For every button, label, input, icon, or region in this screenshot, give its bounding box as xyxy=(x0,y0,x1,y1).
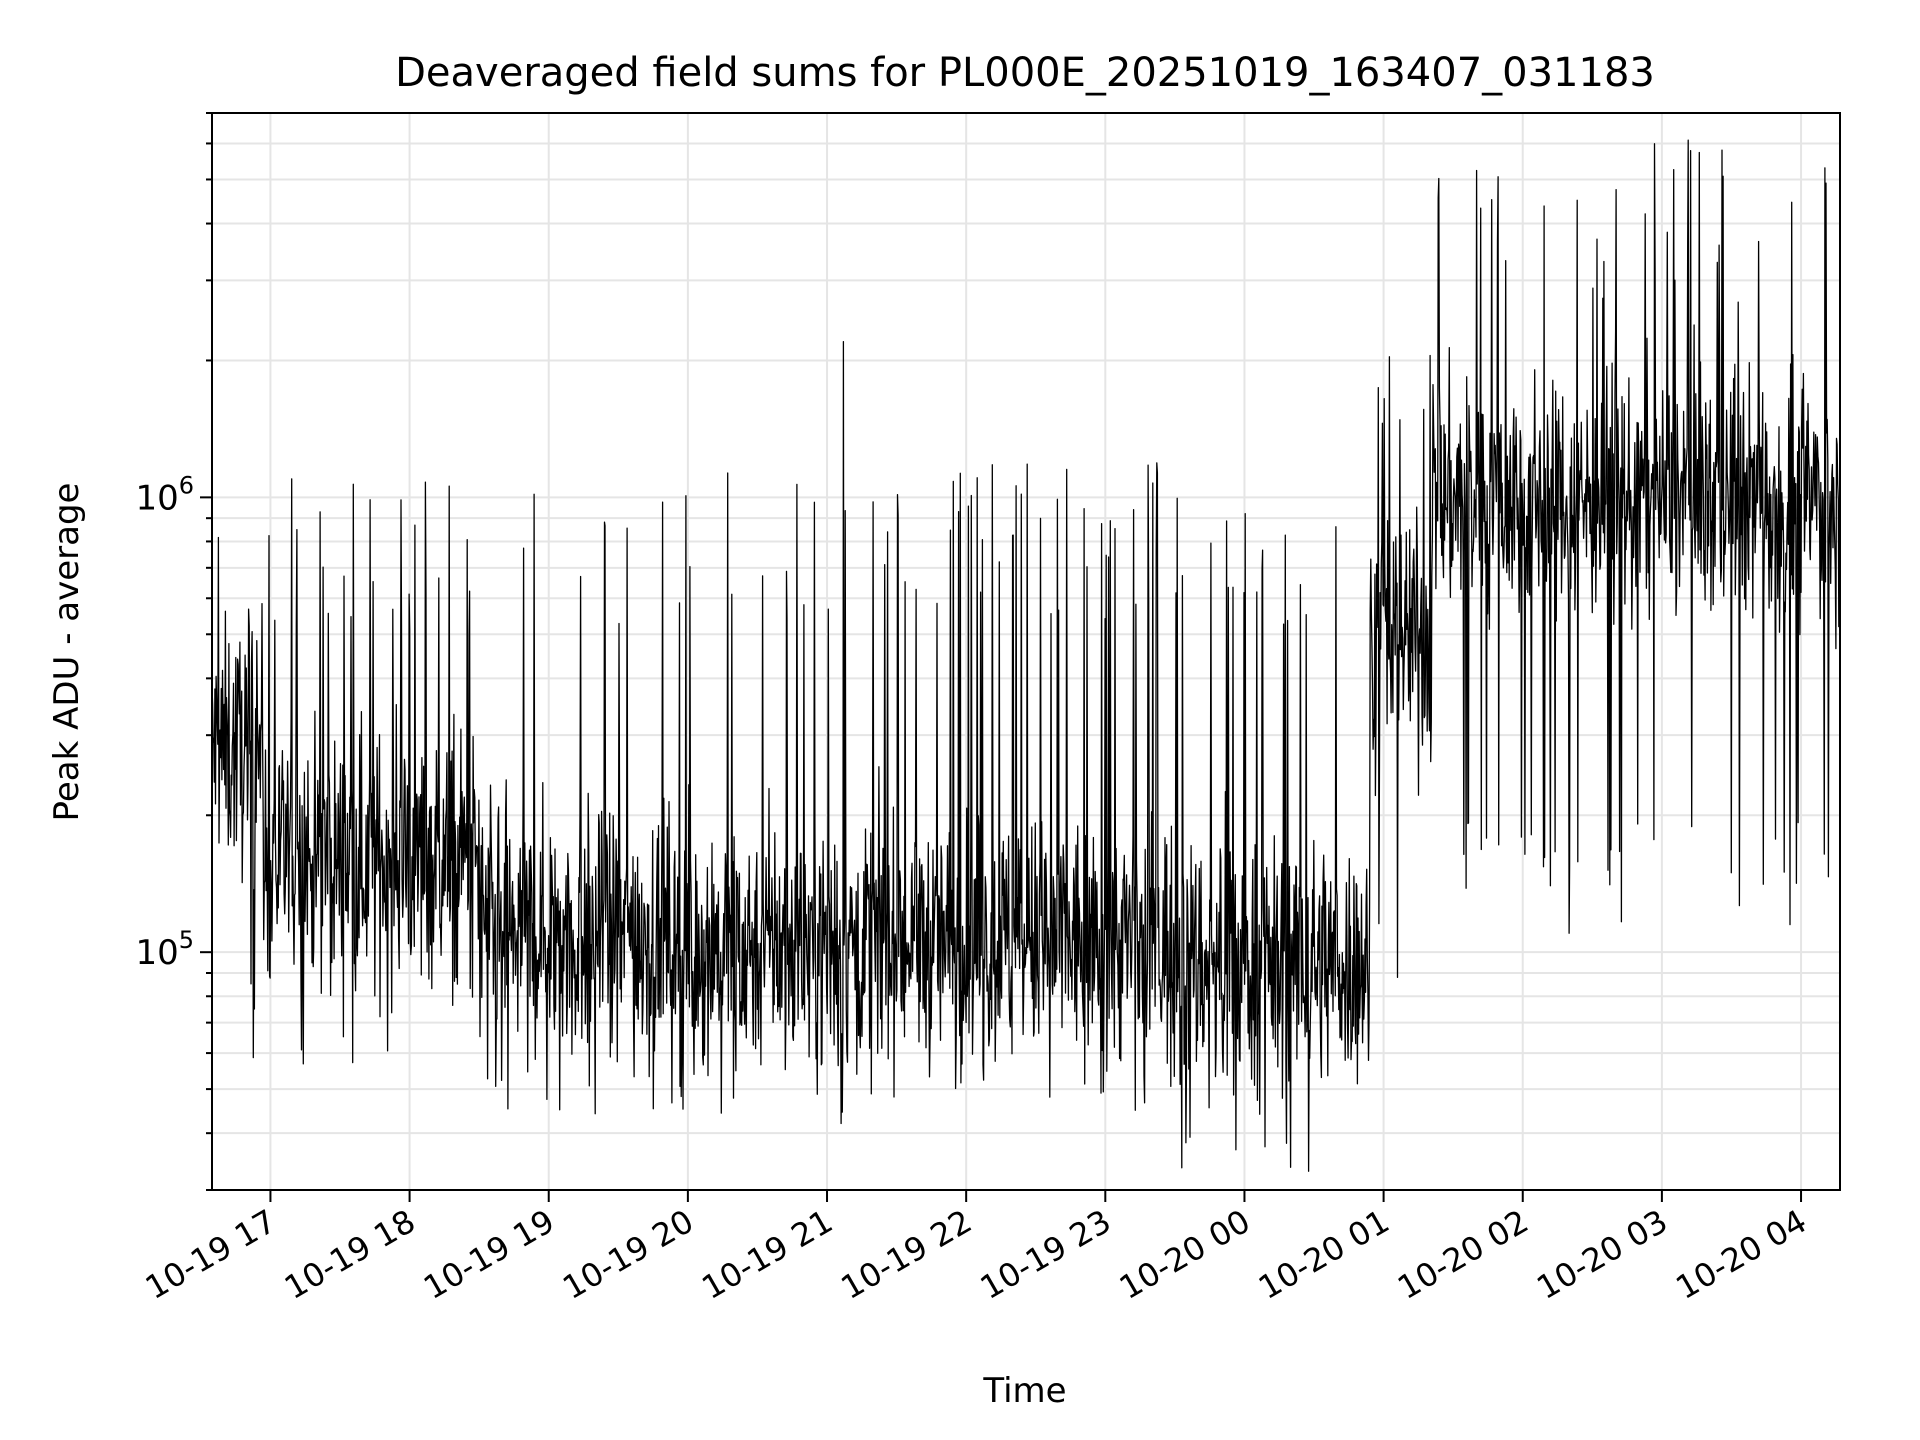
series-line xyxy=(211,139,1841,1172)
y-tick-label: 105 xyxy=(135,926,194,973)
y-tick-label: 106 xyxy=(135,471,194,518)
x-axis-label: Time xyxy=(982,1371,1066,1411)
y-tick-label-exponent: 5 xyxy=(179,926,194,954)
y-tick-label-base: 10 xyxy=(135,478,178,518)
y-tick-label-base: 10 xyxy=(135,933,178,973)
y-axis-label: Peak ADU - average xyxy=(47,483,87,822)
y-tick-label-exponent: 6 xyxy=(179,471,194,499)
series-group xyxy=(211,139,1841,1172)
chart-title: Deaveraged field sums for PL000E_2025101… xyxy=(395,50,1655,96)
ticks xyxy=(200,112,1803,1202)
axes-frame xyxy=(211,112,1841,1191)
